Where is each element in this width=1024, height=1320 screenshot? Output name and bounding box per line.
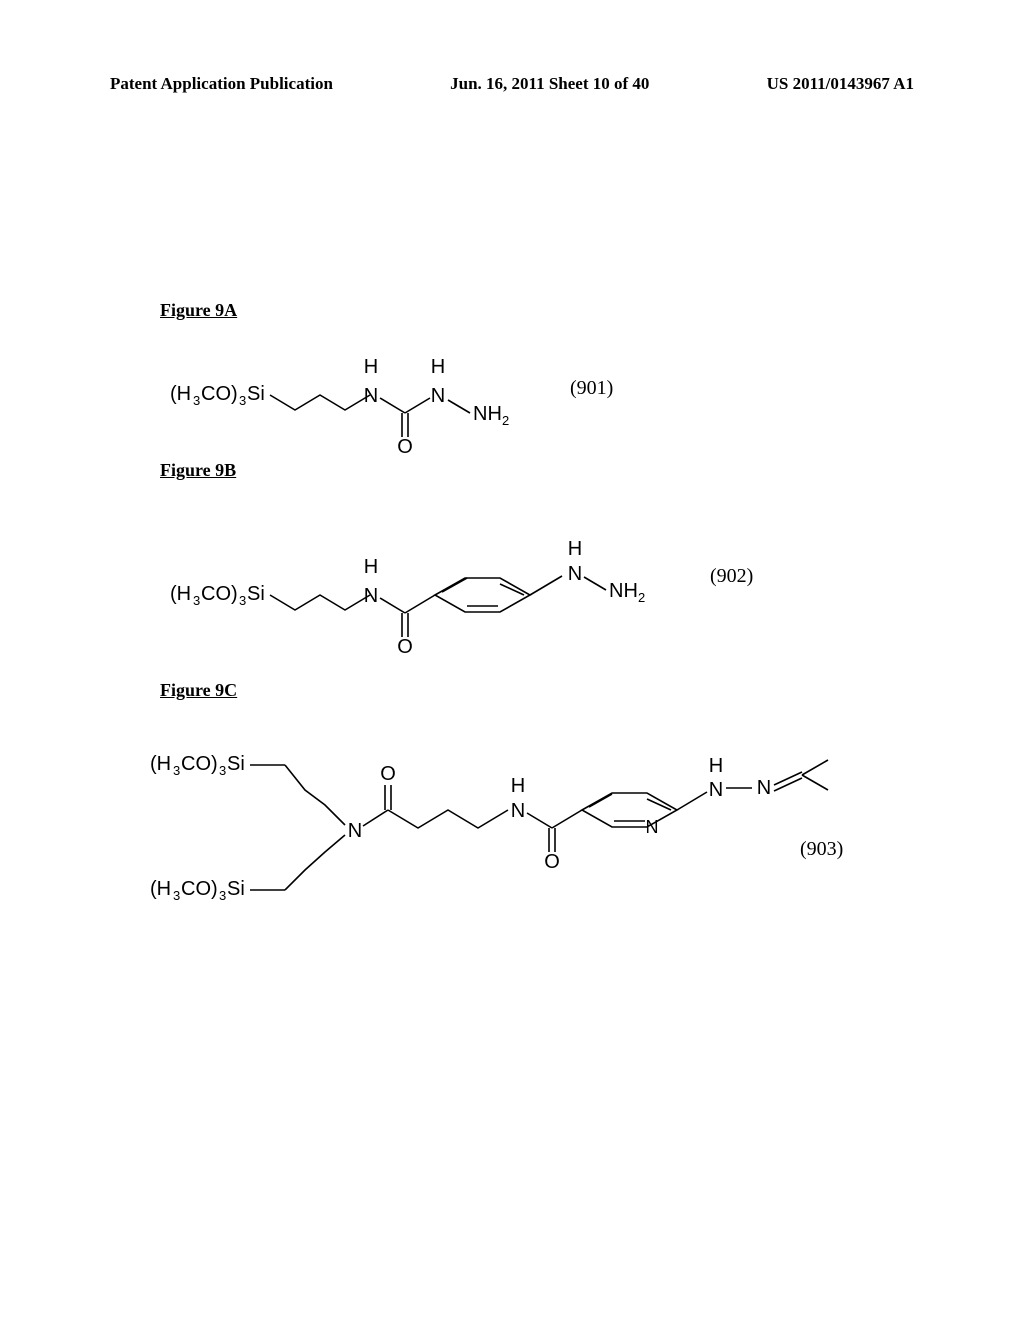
figure-9c-structure: (H 3 CO) 3 Si (H 3 CO) 3 Si N O H bbox=[150, 730, 910, 930]
svg-text:O: O bbox=[544, 851, 560, 873]
svg-text:3: 3 bbox=[239, 593, 246, 608]
svg-text:H: H bbox=[364, 556, 378, 578]
svg-text:3: 3 bbox=[193, 593, 200, 608]
svg-text:3: 3 bbox=[239, 393, 246, 408]
figure-9a-structure: (H 3 CO) 3 Si H N O H N NH 2 (901) bbox=[170, 345, 690, 455]
page: Patent Application Publication Jun. 16, … bbox=[0, 0, 1024, 1320]
svg-text:O: O bbox=[397, 436, 413, 458]
svg-text:H: H bbox=[709, 755, 723, 777]
svg-text:CO): CO) bbox=[181, 878, 218, 900]
page-header: Patent Application Publication Jun. 16, … bbox=[110, 74, 914, 94]
compound-902-label: (902) bbox=[710, 565, 753, 588]
svg-text:(H: (H bbox=[150, 878, 171, 900]
svg-text:3: 3 bbox=[173, 888, 180, 903]
svg-text:3: 3 bbox=[193, 393, 200, 408]
svg-text:(H: (H bbox=[170, 583, 191, 605]
svg-text:N: N bbox=[348, 820, 362, 842]
figure-9b-structure: (H 3 CO) 3 Si H N O H N bbox=[170, 510, 810, 660]
svg-text:N: N bbox=[431, 385, 445, 407]
svg-text:Si: Si bbox=[247, 583, 265, 605]
compound-901-label: (901) bbox=[570, 377, 613, 400]
compound-903-label: (903) bbox=[800, 838, 843, 861]
svg-text:CO): CO) bbox=[201, 383, 238, 405]
svg-text:2: 2 bbox=[502, 413, 509, 428]
svg-text:H: H bbox=[568, 538, 582, 560]
figure-9b-title: Figure 9B bbox=[160, 460, 236, 481]
svg-text:Si: Si bbox=[227, 753, 245, 775]
svg-text:N: N bbox=[709, 779, 723, 801]
svg-text:NH: NH bbox=[609, 580, 638, 602]
svg-text:NH: NH bbox=[473, 403, 502, 425]
svg-text:N: N bbox=[364, 385, 378, 407]
header-right: US 2011/0143967 A1 bbox=[767, 74, 914, 94]
svg-text:2: 2 bbox=[638, 590, 645, 605]
svg-text:3: 3 bbox=[219, 763, 226, 778]
svg-text:N: N bbox=[568, 563, 582, 585]
svg-text:H: H bbox=[511, 775, 525, 797]
figure-9c-title: Figure 9C bbox=[160, 680, 237, 701]
header-left: Patent Application Publication bbox=[110, 74, 333, 94]
svg-text:O: O bbox=[380, 763, 396, 785]
svg-text:N: N bbox=[646, 817, 659, 837]
svg-text:H: H bbox=[364, 356, 378, 378]
svg-text:CO): CO) bbox=[181, 753, 218, 775]
svg-text:(H: (H bbox=[170, 383, 191, 405]
svg-text:Si: Si bbox=[227, 878, 245, 900]
figure-9a-title: Figure 9A bbox=[160, 300, 237, 321]
svg-text:Si: Si bbox=[247, 383, 265, 405]
svg-text:(H: (H bbox=[150, 753, 171, 775]
svg-text:N: N bbox=[757, 777, 771, 799]
svg-text:N: N bbox=[511, 800, 525, 822]
svg-text:3: 3 bbox=[173, 763, 180, 778]
header-center: Jun. 16, 2011 Sheet 10 of 40 bbox=[450, 74, 649, 94]
svg-text:O: O bbox=[397, 636, 413, 658]
svg-text:N: N bbox=[364, 585, 378, 607]
svg-text:H: H bbox=[431, 356, 445, 378]
svg-text:CO): CO) bbox=[201, 583, 238, 605]
svg-text:3: 3 bbox=[219, 888, 226, 903]
